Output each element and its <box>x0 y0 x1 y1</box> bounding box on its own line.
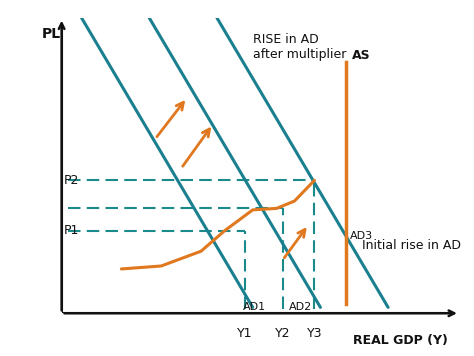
Text: Y2: Y2 <box>275 326 291 340</box>
Text: REAL GDP (Y): REAL GDP (Y) <box>353 334 448 347</box>
Text: Y1: Y1 <box>237 326 253 340</box>
Text: Y3: Y3 <box>307 326 322 340</box>
Text: AD2: AD2 <box>289 302 312 312</box>
Text: AD1: AD1 <box>243 302 266 312</box>
Text: RISE in AD
after multiplier: RISE in AD after multiplier <box>253 32 346 61</box>
Text: PL: PL <box>42 27 61 41</box>
Text: P1: P1 <box>64 224 79 237</box>
Text: P2: P2 <box>64 174 79 187</box>
Text: AD3: AD3 <box>350 231 374 241</box>
Text: AS: AS <box>352 49 371 62</box>
Text: Initial rise in AD: Initial rise in AD <box>362 239 461 252</box>
